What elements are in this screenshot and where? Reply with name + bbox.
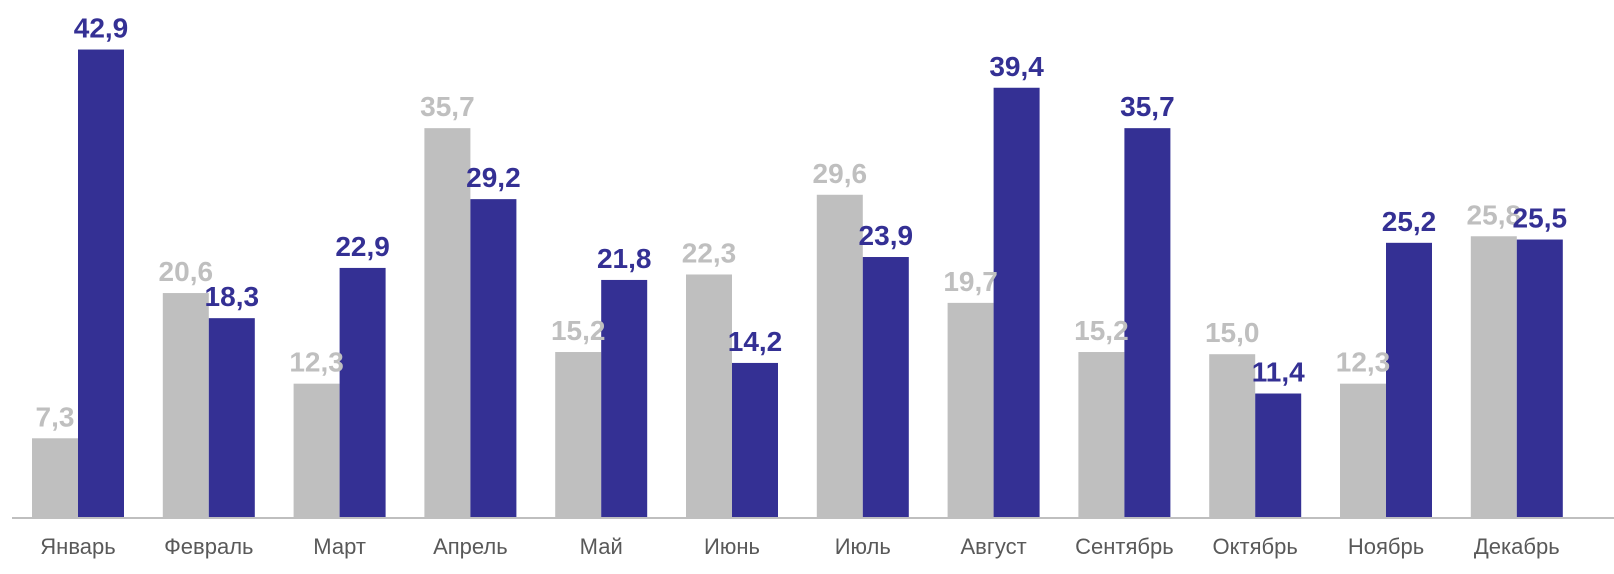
value-label-series1-12: 25,8 <box>1467 199 1522 230</box>
category-label-9: Сентябрь <box>1075 534 1174 559</box>
value-label-series1-9: 15,2 <box>1074 315 1129 346</box>
bar-series2-10 <box>1255 393 1302 518</box>
value-label-series2-10: 11,4 <box>1252 357 1305 388</box>
value-labels-group: 7,3 42,9 20,618,3 12,3 22,9 35,7 29,2 15,2 21,8 2… <box>36 13 1568 433</box>
bar-series1-3 <box>293 383 340 518</box>
category-label-11: Ноябрь <box>1348 534 1424 559</box>
value-label-series1-3: 12,3 <box>289 347 344 378</box>
value-label-series1-7: 29,6 <box>813 158 868 189</box>
bar-series1-5 <box>555 352 602 518</box>
bar-series1-1 <box>32 438 78 518</box>
bar-series1-4 <box>424 128 471 518</box>
bar-series1-11 <box>1340 383 1386 518</box>
value-label-series1-2: 20,6 <box>159 256 214 287</box>
bar-series1-12 <box>1470 236 1517 518</box>
bar-series2-1 <box>78 49 124 518</box>
value-label-series2-1: 42,9 <box>74 13 129 44</box>
bar-series2-6 <box>732 362 778 518</box>
category-label-3: Март <box>313 534 366 559</box>
category-label-4: Апрель <box>433 534 508 559</box>
value-label-series1-10: 15,0 <box>1205 317 1260 348</box>
value-label-series2-12: 25,5 <box>1513 203 1568 234</box>
value-label-series2-4: 29,2 <box>466 162 521 193</box>
bar-series2-2 <box>208 318 255 518</box>
bar-series2-5 <box>601 279 648 518</box>
category-label-8: Август <box>960 534 1026 559</box>
bar-series1-2 <box>162 293 209 518</box>
value-label-series2-9: 35,7 <box>1120 91 1175 122</box>
value-label-series1-6: 22,3 <box>682 237 737 268</box>
bar-series2-4 <box>470 199 517 519</box>
bar-series2-11 <box>1386 242 1432 519</box>
bars-group <box>32 49 1563 519</box>
bar-series1-7 <box>816 194 863 518</box>
value-label-series2-11: 25,2 <box>1382 206 1437 237</box>
category-label-5: Май <box>580 534 623 559</box>
bar-series1-9 <box>1078 352 1125 518</box>
category-labels-group: Январь Февраль Март Апрель Май Июнь Июль Август… <box>40 534 1559 559</box>
value-label-series1-8: 19,7 <box>943 266 998 297</box>
value-label-series1-1: 7,3 <box>36 401 75 432</box>
value-label-series1-11: 12,3 <box>1336 347 1391 378</box>
value-label-series1-5: 15,2 <box>551 315 606 346</box>
bar-series2-8 <box>993 87 1040 518</box>
value-label-series2-2: 18,3 <box>205 281 260 312</box>
category-label-1: Январь <box>40 534 115 559</box>
category-label-10: Октябрь <box>1213 534 1298 559</box>
bar-series1-6 <box>686 274 732 518</box>
value-label-series2-3: 22,9 <box>335 231 390 262</box>
value-label-series2-7: 23,9 <box>859 220 914 251</box>
category-label-2: Февраль <box>164 534 253 559</box>
value-label-series1-4: 35,7 <box>420 91 475 122</box>
bar-series2-12 <box>1516 239 1563 519</box>
bar-series1-10 <box>1209 354 1256 518</box>
value-label-series2-5: 21,8 <box>597 243 652 274</box>
value-label-series2-6: 14,2 <box>728 326 783 357</box>
category-label-7: Июль <box>835 534 891 559</box>
value-label-series2-8: 39,4 <box>989 51 1044 82</box>
bar-series1-8 <box>947 302 994 518</box>
bar-series2-9 <box>1124 128 1171 518</box>
category-label-6: Июнь <box>704 534 760 559</box>
bar-series2-3 <box>339 267 386 518</box>
category-label-12: Декабрь <box>1474 534 1560 559</box>
bar-series2-7 <box>862 257 909 518</box>
